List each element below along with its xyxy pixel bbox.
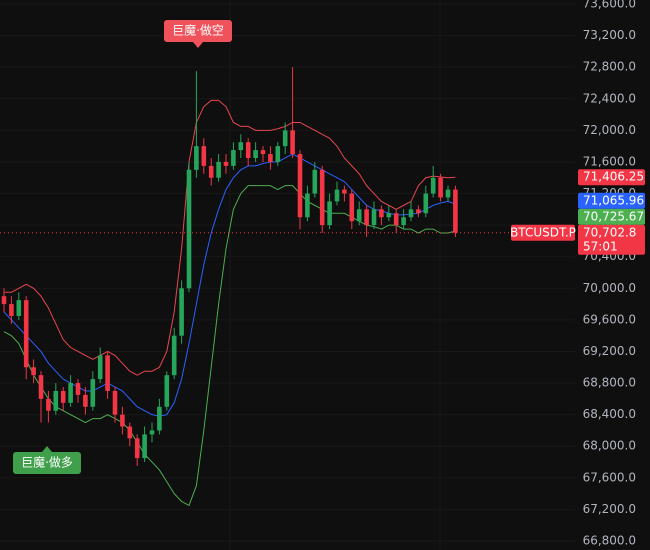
candle-body [423, 193, 429, 214]
y-tick-label: 71,600.0 [583, 154, 636, 168]
annotation-bg [164, 20, 232, 42]
candle-body [216, 161, 221, 178]
candle-body [16, 300, 22, 316]
candle-body [453, 189, 458, 233]
candle-body [342, 189, 347, 194]
annotation-text: 巨魔·做空 [172, 23, 224, 38]
candle-body [9, 304, 14, 316]
candle-body [282, 130, 288, 147]
candle-body [275, 146, 281, 162]
symbol-tag-bg [511, 224, 575, 241]
annotation-pointer [193, 42, 203, 48]
candle-body [327, 201, 332, 226]
price-label-bg [578, 224, 645, 255]
y-tick-label: 70,000.0 [583, 281, 636, 295]
candle-body [157, 406, 162, 431]
candle-body [260, 150, 266, 155]
candle-body [416, 209, 421, 214]
candle-body [371, 209, 377, 226]
candle-body [408, 209, 414, 218]
y-tick-label: 68,400.0 [583, 407, 636, 421]
candle-body [305, 193, 310, 218]
candle-body [38, 375, 44, 399]
y-tick-label: 68,800.0 [583, 376, 636, 390]
candle-body [386, 213, 392, 218]
candle-body [231, 150, 236, 166]
candle-body [127, 426, 133, 439]
candle-body [60, 390, 66, 403]
candle-body [268, 154, 273, 162]
candle-body [253, 150, 258, 158]
candle-body [223, 161, 229, 166]
candle-body [238, 142, 244, 151]
candle-body [312, 169, 318, 194]
y-tick-label: 67,600.0 [583, 470, 636, 484]
symbol-tag: BTCUSDT.P [510, 225, 576, 239]
candle-body [186, 169, 192, 289]
candle-body [53, 390, 59, 411]
candle-body [208, 165, 214, 178]
candle-body [393, 213, 399, 226]
candle-body [90, 379, 96, 407]
price-label: 70,702.8 [583, 225, 636, 239]
candle-body [379, 209, 384, 218]
y-tick-label: 72,000.0 [583, 123, 636, 137]
price-label: 71,065.96 [583, 193, 644, 207]
y-tick-label: 69,600.0 [583, 312, 636, 326]
candle-body [290, 130, 295, 155]
candles [1, 67, 458, 466]
y-tick-label: 69,200.0 [583, 344, 636, 358]
candle-body [23, 300, 29, 368]
y-tick-label: 73,200.0 [583, 28, 636, 42]
candle-body [120, 414, 125, 427]
candle-body [245, 142, 251, 158]
candle-body [445, 189, 451, 198]
band-line [3, 185, 456, 507]
candle-body [149, 430, 155, 435]
candle-body [1, 296, 7, 305]
price-label: 71,406.25 [583, 170, 644, 184]
candle-body [68, 383, 73, 403]
price-label-bg [578, 208, 645, 225]
y-tick-label: 72,800.0 [583, 60, 636, 74]
candle-body [164, 375, 170, 407]
annotation-bg [13, 452, 81, 474]
candle-body [194, 146, 199, 170]
grid [0, 3, 575, 542]
y-tick-label: 66,800.0 [583, 534, 636, 548]
y-tick-label: 67,200.0 [583, 502, 636, 516]
candle-body [438, 177, 443, 198]
price-label: 70,725.67 [583, 209, 644, 223]
candle-body [430, 177, 436, 194]
candle-body [46, 398, 51, 411]
candle-body [334, 189, 340, 202]
price-label-bg [578, 192, 645, 209]
candle-body [349, 193, 355, 222]
y-tick-label: 73,600.0 [583, 0, 636, 11]
candle-body [75, 383, 81, 395]
candle-body [356, 209, 362, 222]
candle-body [134, 438, 140, 459]
y-tick-label: 68,000.0 [583, 439, 636, 453]
candle-body [201, 146, 207, 166]
band-line [4, 99, 456, 376]
annotation-text: 巨魔·做多 [21, 455, 73, 470]
candle-body [83, 394, 88, 407]
candle-body [297, 154, 303, 218]
y-tick-label: 72,400.0 [583, 91, 636, 105]
candle-body [142, 434, 147, 459]
candle-body [179, 288, 184, 336]
candle-body [364, 209, 369, 226]
candle-body [401, 217, 406, 226]
candle-body [105, 355, 110, 391]
candle-body [171, 335, 177, 376]
candle-body [97, 355, 103, 380]
price-label-bg [578, 169, 645, 186]
candle-body [31, 367, 36, 376]
candle-body [319, 169, 325, 226]
annotation-pointer [42, 446, 52, 452]
countdown: 57:01 [583, 239, 618, 253]
candle-body [112, 390, 118, 415]
